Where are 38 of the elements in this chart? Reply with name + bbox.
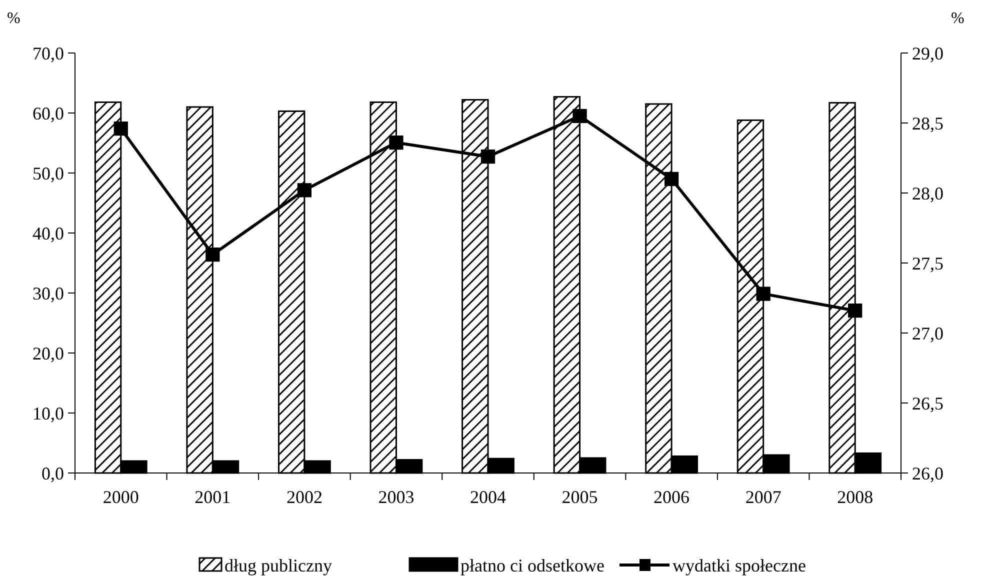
legend-label: wydatki społeczne	[672, 555, 806, 576]
y2-tick-label: 26,5	[912, 393, 944, 414]
y-tick-label: 50,0	[32, 163, 64, 184]
x-tick-label: 2003	[378, 487, 414, 507]
point	[114, 122, 128, 136]
x-tick-label: 2007	[745, 487, 782, 507]
y2-tick-label: 28,0	[912, 183, 944, 204]
y2-tick-label: 26,0	[912, 463, 944, 484]
x-tick-label: 2004	[470, 487, 506, 507]
x-tick-label: 2008	[837, 487, 874, 507]
y-tick-label: 0,0	[42, 463, 64, 484]
y-tick-label: 20,0	[32, 343, 64, 364]
point	[206, 248, 220, 262]
x-tick-label: 2005	[562, 487, 598, 507]
y-tick-label: 70,0	[32, 43, 64, 64]
legend-label: dług publiczny	[224, 555, 332, 576]
y-axis-title: %	[7, 10, 20, 27]
point	[297, 183, 312, 198]
x-tick-label: 2000	[102, 487, 139, 507]
y2-axis-title: %	[951, 10, 964, 27]
point	[480, 150, 496, 164]
point	[572, 108, 587, 124]
x-tick-label: 2002	[286, 487, 322, 507]
legend-label: płatno ci odsetkowe	[460, 555, 604, 576]
point	[389, 136, 404, 150]
y2-tick-label: 29,0	[912, 43, 944, 64]
y-tick-label: 30,0	[32, 283, 64, 304]
point	[664, 172, 679, 186]
y-tick-label: 40,0	[32, 223, 64, 244]
y2-tick-label: 27,5	[912, 253, 944, 274]
y2-tick-label: 27,0	[912, 323, 944, 344]
x-tick-label: 2001	[194, 487, 231, 507]
y2-tick-label: 28,5	[912, 113, 944, 134]
point	[756, 286, 770, 301]
y-tick-label: 60,0	[32, 103, 64, 124]
point	[848, 304, 862, 318]
x-tick-label: 2006	[654, 487, 690, 507]
y-tick-label: 10,0	[32, 403, 64, 424]
